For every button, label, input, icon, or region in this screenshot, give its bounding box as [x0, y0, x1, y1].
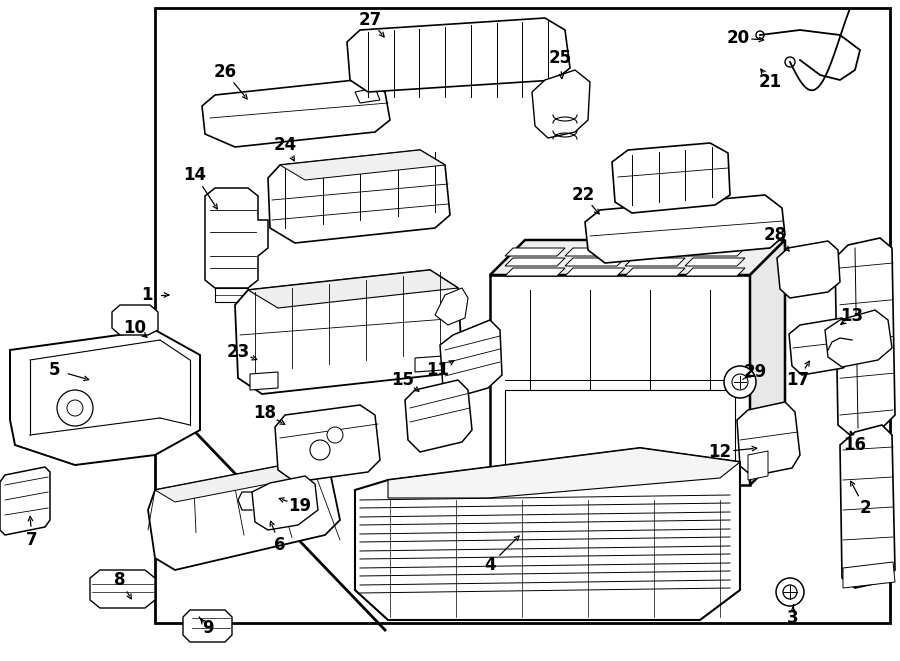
Polygon shape [148, 460, 340, 570]
Text: 20: 20 [726, 29, 750, 47]
Text: 16: 16 [843, 436, 867, 454]
Polygon shape [388, 448, 740, 498]
Polygon shape [585, 195, 785, 263]
Bar [505, 390, 735, 470]
Text: 25: 25 [548, 49, 572, 67]
Polygon shape [565, 248, 625, 256]
Text: 12: 12 [708, 443, 732, 461]
Polygon shape [248, 270, 458, 308]
Polygon shape [440, 320, 502, 398]
Polygon shape [840, 425, 895, 588]
Polygon shape [750, 240, 785, 485]
Text: 3: 3 [788, 609, 799, 627]
Polygon shape [748, 451, 768, 480]
Polygon shape [275, 405, 380, 482]
Polygon shape [843, 562, 895, 588]
Polygon shape [347, 18, 570, 92]
Polygon shape [10, 330, 200, 465]
Polygon shape [90, 570, 155, 608]
Text: 28: 28 [763, 226, 787, 244]
Text: 8: 8 [114, 571, 126, 589]
Polygon shape [250, 372, 278, 390]
Text: 11: 11 [427, 361, 449, 379]
Text: 10: 10 [123, 319, 147, 337]
Polygon shape [112, 305, 158, 335]
Polygon shape [835, 238, 895, 435]
Text: 18: 18 [254, 404, 276, 422]
Polygon shape [789, 318, 855, 375]
Polygon shape [252, 476, 318, 530]
Polygon shape [268, 150, 450, 243]
Polygon shape [0, 467, 50, 535]
Polygon shape [355, 88, 380, 103]
Polygon shape [505, 258, 565, 266]
Polygon shape [685, 248, 745, 256]
Text: 15: 15 [392, 371, 415, 389]
Circle shape [732, 374, 748, 390]
Text: 9: 9 [202, 619, 214, 637]
Polygon shape [565, 258, 625, 266]
Circle shape [327, 427, 343, 443]
Text: 26: 26 [213, 63, 237, 81]
Polygon shape [355, 448, 740, 620]
Text: 5: 5 [50, 361, 61, 379]
Circle shape [785, 57, 795, 67]
Text: 4: 4 [484, 556, 496, 574]
Polygon shape [685, 258, 745, 266]
Text: 14: 14 [184, 166, 207, 184]
Polygon shape [505, 268, 565, 276]
Circle shape [724, 366, 756, 398]
Text: 2: 2 [860, 499, 871, 517]
Polygon shape [625, 258, 685, 266]
Polygon shape [183, 610, 232, 642]
Text: 17: 17 [787, 371, 810, 389]
Circle shape [57, 390, 93, 426]
Polygon shape [405, 380, 472, 452]
Circle shape [783, 585, 797, 599]
Polygon shape [415, 356, 443, 372]
Text: 27: 27 [358, 11, 382, 29]
Polygon shape [685, 268, 745, 276]
Text: 22: 22 [572, 186, 595, 204]
Text: 1: 1 [141, 286, 153, 304]
Polygon shape [155, 460, 330, 502]
Text: 7: 7 [26, 531, 38, 549]
Polygon shape [625, 268, 685, 276]
Polygon shape [532, 70, 590, 138]
Bar [155, 8, 890, 623]
Polygon shape [565, 268, 625, 276]
Text: 29: 29 [743, 363, 767, 381]
Polygon shape [435, 288, 468, 325]
Circle shape [776, 578, 804, 606]
Polygon shape [825, 310, 892, 367]
Polygon shape [490, 240, 785, 275]
Circle shape [67, 400, 83, 416]
Text: 24: 24 [274, 136, 297, 154]
Polygon shape [737, 402, 800, 476]
Polygon shape [202, 80, 390, 147]
Polygon shape [215, 288, 248, 302]
Polygon shape [612, 143, 730, 213]
Text: 13: 13 [841, 307, 864, 325]
Text: 23: 23 [227, 343, 249, 361]
Polygon shape [235, 270, 462, 394]
Circle shape [310, 440, 330, 460]
Circle shape [756, 31, 764, 39]
Polygon shape [280, 150, 445, 180]
Text: 19: 19 [288, 497, 311, 515]
Polygon shape [777, 241, 840, 298]
Text: 21: 21 [759, 73, 781, 91]
Polygon shape [490, 275, 750, 485]
Polygon shape [505, 248, 565, 256]
Polygon shape [205, 188, 268, 288]
Polygon shape [625, 248, 685, 256]
Text: 6: 6 [274, 536, 286, 554]
